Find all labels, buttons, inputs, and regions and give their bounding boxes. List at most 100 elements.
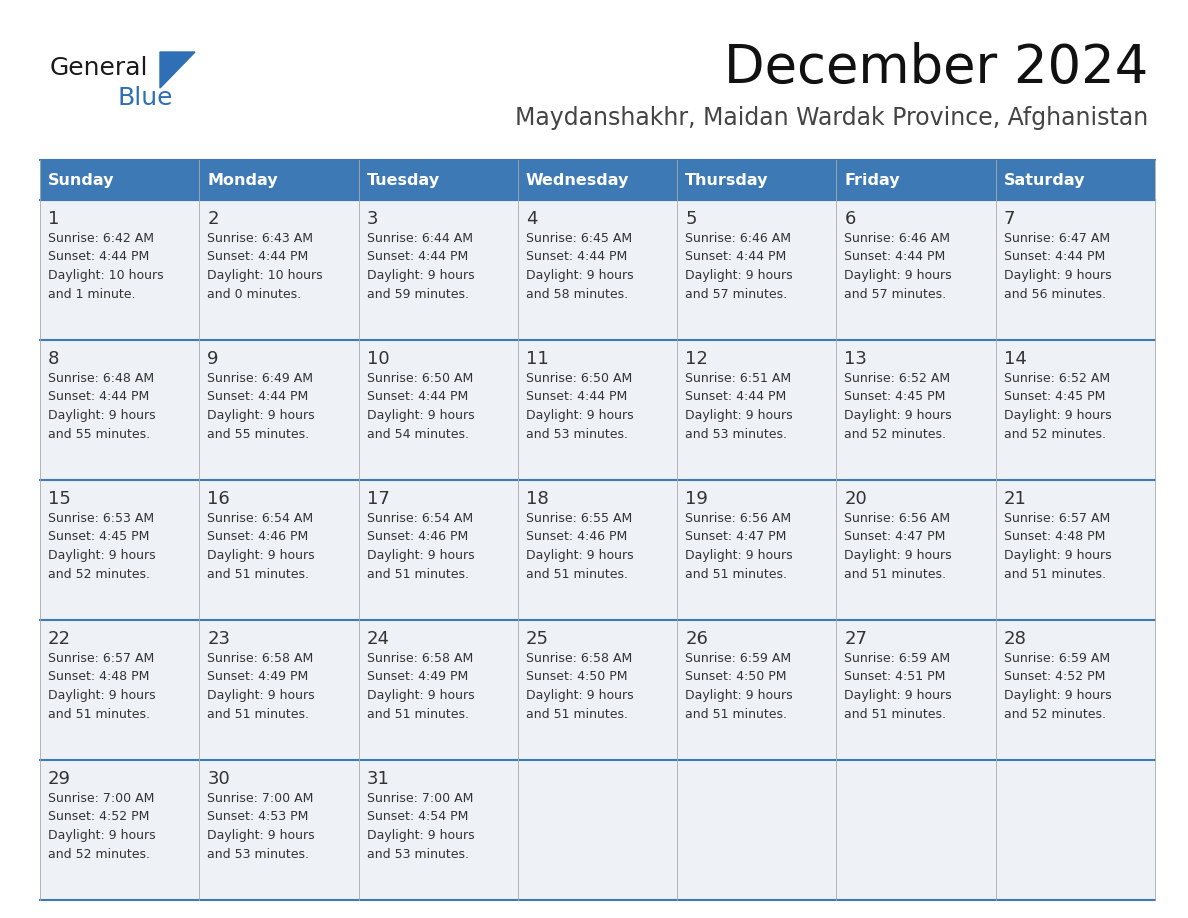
Text: and 51 minutes.: and 51 minutes. — [526, 567, 627, 580]
Text: December 2024: December 2024 — [723, 42, 1148, 94]
Text: 6: 6 — [845, 210, 855, 228]
Text: Thursday: Thursday — [685, 173, 769, 187]
Bar — [518, 620, 677, 760]
Bar — [518, 760, 677, 900]
Text: and 51 minutes.: and 51 minutes. — [845, 567, 947, 580]
Bar — [836, 340, 996, 480]
Bar — [359, 200, 518, 340]
Text: 18: 18 — [526, 490, 549, 508]
Text: and 52 minutes.: and 52 minutes. — [845, 428, 947, 441]
Text: and 57 minutes.: and 57 minutes. — [845, 287, 947, 300]
Text: Blue: Blue — [118, 86, 173, 110]
Text: Daylight: 9 hours: Daylight: 9 hours — [367, 829, 474, 842]
Text: Friday: Friday — [845, 173, 901, 187]
Text: and 55 minutes.: and 55 minutes. — [48, 428, 150, 441]
Text: 20: 20 — [845, 490, 867, 508]
Text: and 53 minutes.: and 53 minutes. — [207, 847, 309, 860]
Text: Sunrise: 6:50 AM: Sunrise: 6:50 AM — [367, 372, 473, 385]
Text: 2: 2 — [207, 210, 219, 228]
Text: and 53 minutes.: and 53 minutes. — [367, 847, 468, 860]
Text: Sunrise: 6:59 AM: Sunrise: 6:59 AM — [685, 652, 791, 665]
Bar — [836, 760, 996, 900]
Text: and 57 minutes.: and 57 minutes. — [685, 287, 788, 300]
Text: 22: 22 — [48, 630, 71, 648]
Text: Sunrise: 6:58 AM: Sunrise: 6:58 AM — [526, 652, 632, 665]
Text: Sunrise: 6:54 AM: Sunrise: 6:54 AM — [367, 512, 473, 525]
Text: and 51 minutes.: and 51 minutes. — [367, 567, 468, 580]
Text: and 0 minutes.: and 0 minutes. — [207, 287, 302, 300]
Text: Daylight: 9 hours: Daylight: 9 hours — [526, 549, 633, 562]
Text: 13: 13 — [845, 350, 867, 368]
Bar — [40, 200, 200, 340]
Text: Sunrise: 6:56 AM: Sunrise: 6:56 AM — [845, 512, 950, 525]
Text: Daylight: 9 hours: Daylight: 9 hours — [1004, 409, 1111, 422]
Text: Sunrise: 6:57 AM: Sunrise: 6:57 AM — [1004, 512, 1110, 525]
Bar — [359, 340, 518, 480]
Bar — [996, 760, 1155, 900]
Text: Sunset: 4:46 PM: Sunset: 4:46 PM — [526, 531, 627, 543]
Text: Sunset: 4:44 PM: Sunset: 4:44 PM — [685, 390, 786, 404]
Text: Sunset: 4:46 PM: Sunset: 4:46 PM — [367, 531, 468, 543]
Bar — [40, 480, 200, 620]
Text: Sunset: 4:45 PM: Sunset: 4:45 PM — [48, 531, 150, 543]
Bar — [200, 200, 359, 340]
Text: Sunrise: 7:00 AM: Sunrise: 7:00 AM — [367, 792, 473, 805]
Text: Sunrise: 6:43 AM: Sunrise: 6:43 AM — [207, 232, 314, 245]
Text: Daylight: 9 hours: Daylight: 9 hours — [845, 549, 952, 562]
Text: Saturday: Saturday — [1004, 173, 1085, 187]
Text: Sunrise: 6:56 AM: Sunrise: 6:56 AM — [685, 512, 791, 525]
Bar — [677, 760, 836, 900]
Bar — [518, 480, 677, 620]
Text: and 51 minutes.: and 51 minutes. — [207, 567, 309, 580]
Bar — [996, 340, 1155, 480]
Text: 17: 17 — [367, 490, 390, 508]
Text: 3: 3 — [367, 210, 378, 228]
Bar — [200, 760, 359, 900]
Text: Sunset: 4:44 PM: Sunset: 4:44 PM — [526, 251, 627, 263]
Bar — [996, 620, 1155, 760]
Text: 29: 29 — [48, 770, 71, 788]
Text: 5: 5 — [685, 210, 696, 228]
Text: Sunset: 4:50 PM: Sunset: 4:50 PM — [685, 670, 786, 684]
Text: and 52 minutes.: and 52 minutes. — [48, 567, 150, 580]
Bar — [200, 620, 359, 760]
Text: Daylight: 9 hours: Daylight: 9 hours — [845, 409, 952, 422]
Text: Daylight: 9 hours: Daylight: 9 hours — [685, 689, 792, 702]
Text: and 52 minutes.: and 52 minutes. — [1004, 428, 1106, 441]
Text: and 56 minutes.: and 56 minutes. — [1004, 287, 1106, 300]
Text: Daylight: 9 hours: Daylight: 9 hours — [48, 549, 156, 562]
Text: Sunset: 4:44 PM: Sunset: 4:44 PM — [48, 390, 150, 404]
Text: and 51 minutes.: and 51 minutes. — [845, 708, 947, 721]
Text: Daylight: 9 hours: Daylight: 9 hours — [1004, 269, 1111, 282]
Text: Sunrise: 6:49 AM: Sunrise: 6:49 AM — [207, 372, 314, 385]
Text: Sunset: 4:45 PM: Sunset: 4:45 PM — [845, 390, 946, 404]
Text: and 53 minutes.: and 53 minutes. — [526, 428, 627, 441]
Text: 12: 12 — [685, 350, 708, 368]
Text: 19: 19 — [685, 490, 708, 508]
Text: Sunrise: 7:00 AM: Sunrise: 7:00 AM — [48, 792, 154, 805]
Text: Sunday: Sunday — [48, 173, 114, 187]
Text: and 51 minutes.: and 51 minutes. — [685, 567, 788, 580]
Text: and 1 minute.: and 1 minute. — [48, 287, 135, 300]
Text: Sunrise: 6:46 AM: Sunrise: 6:46 AM — [845, 232, 950, 245]
Text: General: General — [50, 56, 148, 80]
Text: 1: 1 — [48, 210, 59, 228]
Bar — [518, 340, 677, 480]
Text: and 52 minutes.: and 52 minutes. — [1004, 708, 1106, 721]
Bar — [677, 340, 836, 480]
Text: and 51 minutes.: and 51 minutes. — [48, 708, 150, 721]
Bar — [836, 200, 996, 340]
Bar — [518, 200, 677, 340]
Bar — [40, 160, 1155, 200]
Text: Maydanshakhr, Maidan Wardak Province, Afghanistan: Maydanshakhr, Maidan Wardak Province, Af… — [514, 106, 1148, 130]
Text: and 51 minutes.: and 51 minutes. — [685, 708, 788, 721]
Bar — [359, 480, 518, 620]
Bar — [996, 200, 1155, 340]
Bar — [200, 480, 359, 620]
Text: Sunset: 4:52 PM: Sunset: 4:52 PM — [48, 811, 150, 823]
Text: 14: 14 — [1004, 350, 1026, 368]
Text: Daylight: 9 hours: Daylight: 9 hours — [48, 409, 156, 422]
Bar — [359, 620, 518, 760]
Text: Daylight: 9 hours: Daylight: 9 hours — [207, 409, 315, 422]
Text: Sunset: 4:44 PM: Sunset: 4:44 PM — [1004, 251, 1105, 263]
